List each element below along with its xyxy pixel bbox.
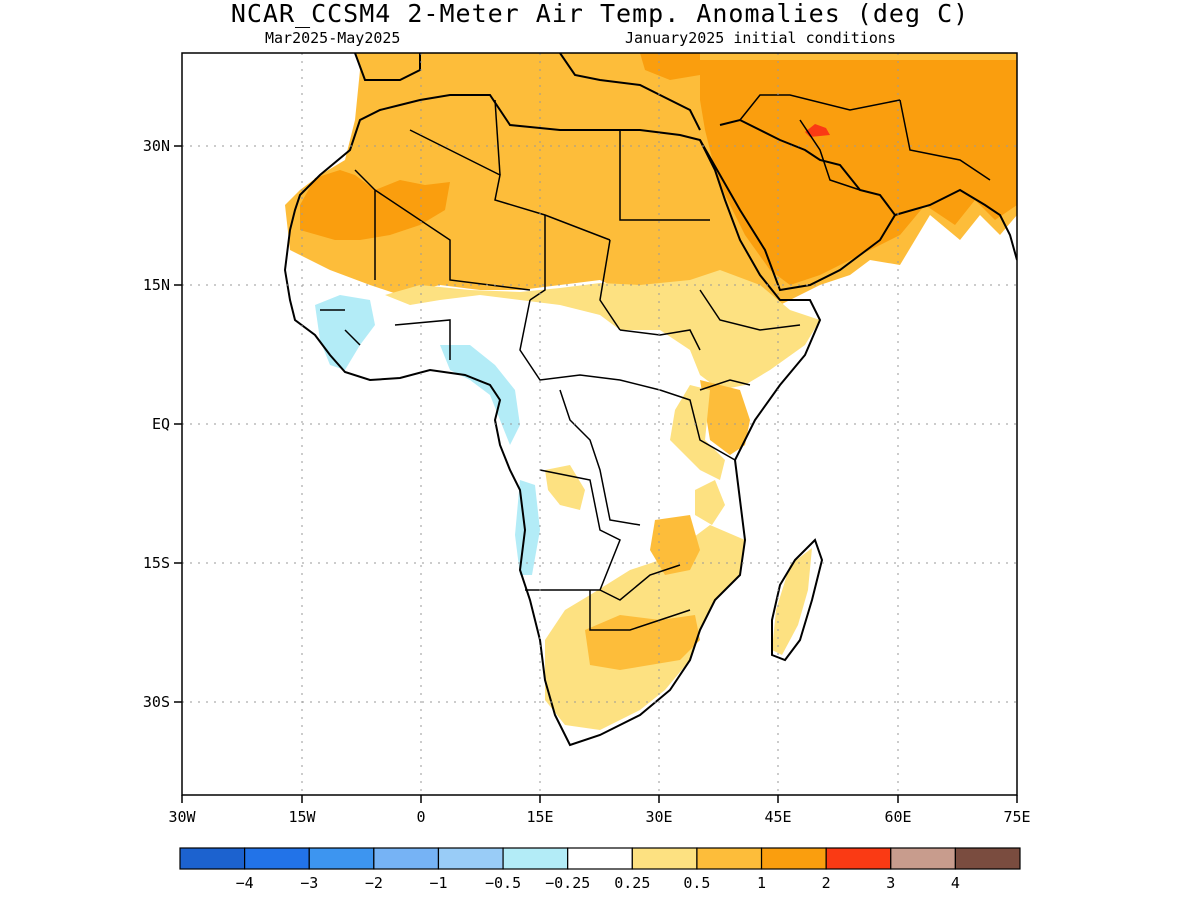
border-line — [394, 319, 451, 360]
lat-label-15s: 15S — [143, 554, 170, 572]
colorbar-label: 3 — [886, 874, 895, 892]
colorbar-label: 4 — [951, 874, 960, 892]
lon-label-30e: 30E — [645, 808, 672, 826]
colorbar-swatch — [502, 847, 569, 870]
anomaly-region-orange-mediterranean — [640, 53, 700, 80]
lat-label-15n: 15N — [143, 276, 170, 294]
border-line — [659, 389, 736, 461]
anomaly-field — [285, 53, 1017, 730]
colorbar-label: −4 — [236, 874, 254, 892]
season-label: Mar2025-May2025 — [265, 29, 401, 47]
lon-label-15w: 15W — [288, 808, 316, 826]
colorbar-swatch — [890, 847, 956, 870]
colorbar-swatch — [825, 847, 892, 870]
lon-label-30w: 30W — [168, 808, 196, 826]
anomaly-region-blue-angola-coast — [515, 480, 540, 575]
lat-label-eq: EQ — [152, 415, 170, 433]
border-line — [374, 189, 531, 291]
coastlines — [283, 53, 1017, 747]
axis-ticks — [174, 145, 1018, 803]
colorbar-swatch — [244, 847, 310, 870]
colorbar-label: 2 — [822, 874, 831, 892]
colorbar-label: 0.5 — [683, 874, 710, 892]
border-line — [409, 129, 611, 241]
anomaly-region-light-orange-mozambique — [650, 515, 700, 575]
colorbar-label: −2 — [365, 874, 383, 892]
colorbar-label: −0.25 — [545, 874, 590, 892]
latitude-labels: 30N 15N EQ 15S 30S — [143, 137, 170, 711]
border-line — [899, 99, 991, 181]
border-line — [739, 94, 901, 121]
map-title: NCAR_CCSM4 2-Meter Air Temp. Anomalies (… — [230, 0, 970, 28]
border-line — [599, 564, 681, 601]
border-line — [619, 130, 710, 221]
lon-label-45e: 45E — [764, 808, 791, 826]
anomaly-region-yellow-sahel — [385, 270, 820, 390]
colorbar-swatch — [567, 847, 633, 870]
colorbar-label: −1 — [429, 874, 447, 892]
africa-coastline — [283, 94, 822, 747]
madagascar-coastline — [771, 538, 824, 662]
border-line — [589, 590, 691, 631]
lat-label-30n: 30N — [143, 137, 170, 155]
init-conditions-label: January2025 initial conditions — [625, 29, 896, 47]
lon-label-75e: 75E — [1003, 808, 1030, 826]
asia-coastline — [894, 188, 1017, 261]
europe-coastline — [354, 53, 701, 131]
lon-label-60e: 60E — [884, 808, 911, 826]
anomaly-region-light-orange-southern-africa — [585, 615, 700, 670]
country-borders — [320, 94, 991, 631]
border-line — [599, 239, 621, 331]
lat-label-30s: 30S — [143, 693, 170, 711]
border-line — [799, 119, 861, 191]
anomaly-region-blue-west-africa — [315, 295, 375, 370]
anomaly-region-yellow-tanzania — [695, 480, 725, 525]
anomaly-region-yellow-madagascar — [772, 548, 812, 655]
colorbar-swatch — [696, 847, 763, 870]
colorbar-swatch — [954, 847, 1021, 870]
longitude-labels: 30W 15W 0 15E 30E 45E 60E 75E — [168, 808, 1030, 826]
border-line — [320, 309, 361, 346]
colorbar-label: 1 — [757, 874, 766, 892]
colorbar-swatch — [308, 847, 375, 870]
colorbar-swatch — [373, 847, 440, 870]
anomaly-region-blue-gulf-guinea — [440, 345, 520, 445]
border-line — [559, 389, 641, 526]
border-line — [619, 329, 701, 351]
anomaly-region-orange-middle-east — [700, 60, 1017, 285]
colorbar: −4 −3 −2 −1 −0.5 −0.25 0.25 0.5 1 2 3 4 — [179, 847, 1021, 892]
lon-label-0: 0 — [416, 808, 425, 826]
anomaly-region-red-iran — [805, 124, 830, 137]
colorbar-label: −3 — [300, 874, 318, 892]
border-line — [699, 379, 751, 391]
colorbar-swatch — [760, 847, 827, 870]
border-line — [699, 289, 801, 331]
colorbar-label: −0.5 — [485, 874, 521, 892]
grid-lines — [182, 53, 1017, 795]
colorbar-swatch — [631, 847, 698, 870]
anomaly-region-light-orange-horn — [700, 380, 750, 455]
border-line — [519, 299, 661, 391]
lon-label-15e: 15E — [526, 808, 553, 826]
border-line — [494, 99, 501, 176]
colorbar-swatch — [179, 847, 246, 870]
border-line — [525, 469, 621, 591]
colorbar-swatch — [437, 847, 504, 870]
colorbar-label: 0.25 — [614, 874, 650, 892]
border-line — [529, 215, 546, 301]
